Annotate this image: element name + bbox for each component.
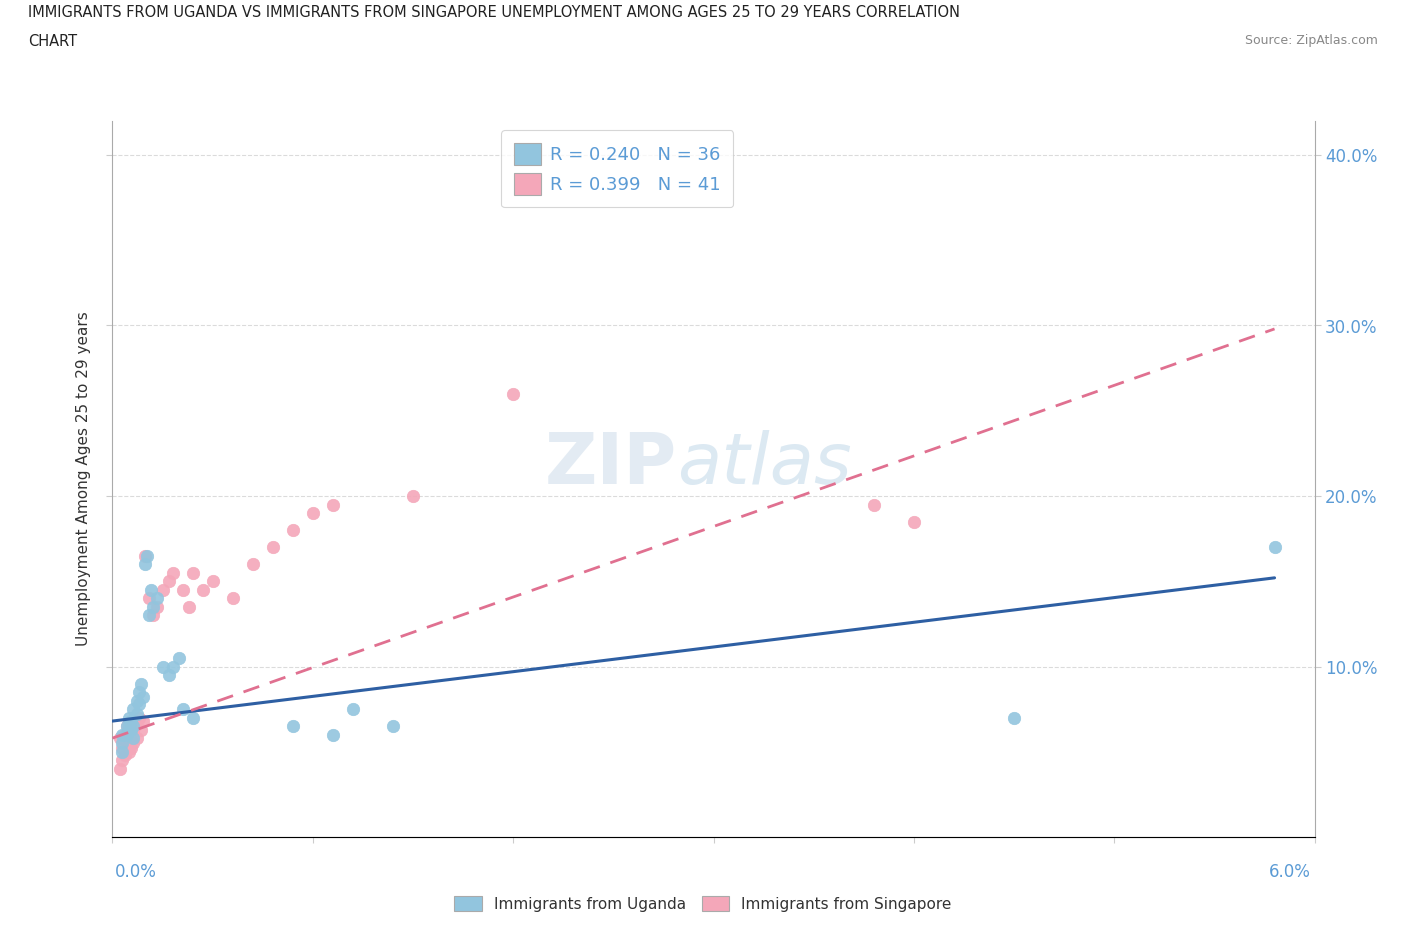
Text: CHART: CHART [28, 34, 77, 49]
Point [120, 722, 142, 737]
Legend: R = 0.240   N = 36, R = 0.399   N = 41: R = 0.240 N = 36, R = 0.399 N = 41 [502, 130, 734, 207]
Point [862, 497, 886, 512]
Point [139, 582, 162, 597]
Point [120, 731, 142, 746]
Point [138, 608, 160, 623]
Text: ZIP: ZIP [546, 431, 678, 499]
Text: atlas: atlas [678, 431, 852, 499]
Point [191, 582, 214, 597]
Text: Source: ZipAtlas.com: Source: ZipAtlas.com [1244, 34, 1378, 47]
Point [322, 497, 344, 512]
Point [141, 608, 163, 623]
Point [502, 386, 524, 401]
Point [138, 591, 160, 605]
Point [172, 702, 194, 717]
Point [302, 506, 325, 521]
Point [111, 741, 134, 756]
Point [157, 574, 180, 589]
Point [382, 719, 405, 734]
Point [134, 557, 156, 572]
Point [1002, 711, 1025, 725]
Point [117, 711, 139, 725]
Point [120, 713, 142, 728]
Point [128, 711, 150, 725]
Point [117, 744, 139, 759]
Point [134, 549, 156, 564]
Point [121, 731, 143, 746]
Point [342, 702, 364, 717]
Point [128, 684, 150, 699]
Point [172, 582, 194, 597]
Point [125, 693, 148, 708]
Point [262, 539, 284, 554]
Legend: Immigrants from Uganda, Immigrants from Singapore: Immigrants from Uganda, Immigrants from … [449, 889, 957, 918]
Point [121, 702, 143, 717]
Point [135, 549, 157, 564]
Point [1264, 539, 1286, 554]
Point [129, 722, 152, 737]
Point [201, 574, 224, 589]
Text: 6.0%: 6.0% [1268, 863, 1310, 881]
Point [145, 591, 167, 605]
Point [125, 707, 148, 722]
Point [115, 719, 138, 734]
Point [322, 727, 344, 742]
Point [222, 591, 245, 605]
Point [115, 727, 138, 742]
Point [111, 753, 134, 768]
Point [129, 676, 152, 691]
Point [281, 719, 304, 734]
Point [115, 719, 138, 734]
Point [402, 488, 425, 503]
Point [141, 600, 163, 615]
Point [152, 582, 174, 597]
Point [110, 731, 132, 746]
Point [145, 600, 167, 615]
Point [111, 727, 134, 742]
Point [110, 762, 132, 777]
Y-axis label: Unemployment Among Ages 25 to 29 years: Unemployment Among Ages 25 to 29 years [76, 312, 91, 646]
Point [152, 659, 174, 674]
Point [128, 697, 150, 711]
Point [162, 659, 184, 674]
Point [181, 565, 204, 580]
Point [903, 514, 925, 529]
Point [242, 557, 264, 572]
Point [131, 713, 153, 728]
Point [121, 736, 143, 751]
Point [167, 651, 190, 666]
Point [114, 748, 136, 763]
Point [114, 727, 136, 742]
Point [131, 690, 153, 705]
Point [281, 523, 304, 538]
Point [124, 719, 146, 734]
Point [111, 736, 134, 751]
Point [177, 600, 200, 615]
Point [121, 722, 143, 737]
Text: 0.0%: 0.0% [115, 863, 157, 881]
Text: IMMIGRANTS FROM UGANDA VS IMMIGRANTS FROM SINGAPORE UNEMPLOYMENT AMONG AGES 25 T: IMMIGRANTS FROM UGANDA VS IMMIGRANTS FRO… [28, 5, 960, 20]
Point [111, 744, 134, 759]
Point [181, 711, 204, 725]
Point [162, 565, 184, 580]
Point [117, 727, 139, 742]
Point [120, 741, 142, 756]
Point [121, 719, 143, 734]
Point [125, 731, 148, 746]
Point [157, 668, 180, 683]
Point [115, 736, 138, 751]
Point [117, 719, 139, 734]
